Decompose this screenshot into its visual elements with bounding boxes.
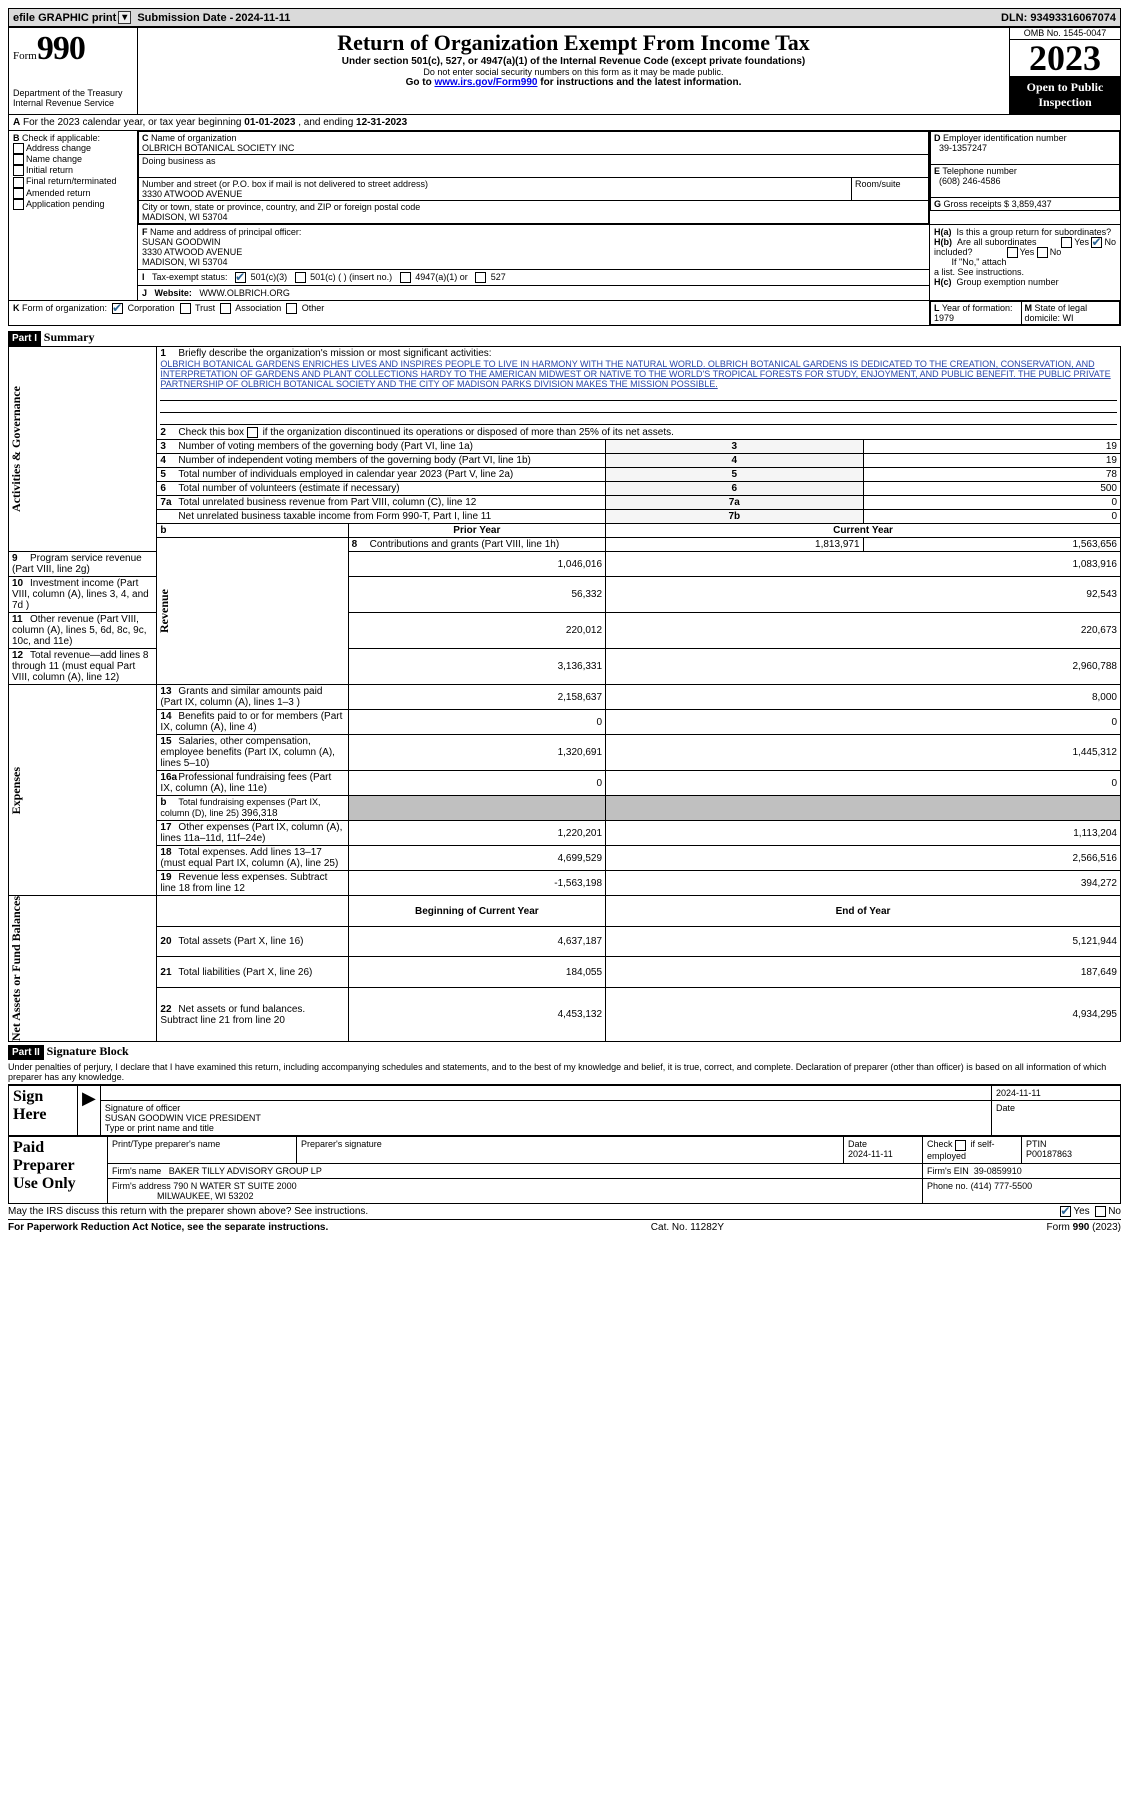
part1-hdr: Part I <box>8 331 41 346</box>
part2-hdr: Part II <box>8 1045 44 1060</box>
cb-trust[interactable] <box>180 303 191 314</box>
v-3: 19 <box>863 440 1120 454</box>
vert-exp: Expenses <box>9 767 24 814</box>
summary-table: Activities & Governance 1Briefly describ… <box>8 346 1121 1042</box>
btn-efile[interactable]: ▾ <box>118 11 131 24</box>
cb-discuss-yes[interactable] <box>1060 1206 1071 1217</box>
city: MADISON, WI 53704 <box>142 212 228 222</box>
irs: Internal Revenue Service <box>13 98 133 108</box>
cb-discontinued[interactable] <box>247 427 258 438</box>
ein: 39-1357247 <box>939 143 987 153</box>
subdate: 2024-11-11 <box>235 12 290 24</box>
cb-527[interactable] <box>475 272 486 283</box>
efile-label: efile GRAPHIC print <box>13 12 116 24</box>
cb-corp[interactable] <box>112 303 123 314</box>
open-inspection: Open to Public Inspection <box>1010 76 1120 114</box>
v-6: 500 <box>863 482 1120 496</box>
irs-link[interactable]: www.irs.gov/Form990 <box>434 77 537 88</box>
cb-4947[interactable] <box>400 272 411 283</box>
cb-self[interactable] <box>955 1140 966 1151</box>
topbar: efile GRAPHIC print ▾ Submission Date - … <box>8 8 1121 27</box>
tax-year: 2023 <box>1010 40 1120 76</box>
cat-no: Cat. No. 11282Y <box>651 1222 724 1233</box>
form-header: Form990 Department of the Treasury Inter… <box>8 27 1121 115</box>
officer-sig: SUSAN GOODWIN VICE PRESIDENT <box>105 1113 261 1123</box>
cb-501c[interactable] <box>295 272 306 283</box>
gross: 3,859,437 <box>1012 199 1052 209</box>
phone: (608) 246-4586 <box>939 176 1001 186</box>
form-990-logo: Form990 <box>13 30 133 68</box>
sign-here: Sign Here ▶ 2024-11-11 Signature of offi… <box>8 1085 1121 1136</box>
officer-name: SUSAN GOODWIN <box>142 237 221 247</box>
prep-phone: (414) 777-5500 <box>971 1181 1033 1191</box>
form-title: Return of Organization Exempt From Incom… <box>142 30 1005 56</box>
v-5: 78 <box>863 468 1120 482</box>
v-7b: 0 <box>863 510 1120 524</box>
cb-final[interactable] <box>13 177 24 188</box>
sub1: Under section 501(c), 527, or 4947(a)(1)… <box>142 56 1005 67</box>
mission: OLBRICH BOTANICAL GARDENS ENRICHES LIVES… <box>160 359 1117 389</box>
irs-discuss: May the IRS discuss this return with the… <box>8 1204 1121 1220</box>
ptin: P00187863 <box>1026 1149 1072 1159</box>
firm: BAKER TILLY ADVISORY GROUP LP <box>169 1166 322 1176</box>
cb-amended[interactable] <box>13 188 24 199</box>
pra: For Paperwork Reduction Act Notice, see … <box>8 1222 328 1233</box>
b-label: Check if applicable: <box>22 133 100 143</box>
street: 3330 ATWOOD AVENUE <box>142 189 242 199</box>
cb-ha-yes[interactable] <box>1061 237 1072 248</box>
dln: DLN: 93493316067074 <box>1001 12 1116 24</box>
arrow-icon: ▶ <box>78 1086 101 1136</box>
dept: Department of the Treasury <box>13 88 133 98</box>
cb-name[interactable] <box>13 154 24 165</box>
cb-initial[interactable] <box>13 165 24 176</box>
sub3: Go to www.irs.gov/Form990 for instructio… <box>142 77 1005 88</box>
org-name: OLBRICH BOTANICAL SOCIETY INC <box>142 143 294 153</box>
cb-discuss-no[interactable] <box>1095 1206 1106 1217</box>
vert-rev: Revenue <box>157 589 172 633</box>
website: WWW.OLBRICH.ORG <box>199 288 290 298</box>
cb-assoc[interactable] <box>220 303 231 314</box>
cb-address[interactable] <box>13 143 24 154</box>
sub2: Do not enter social security numbers on … <box>142 67 1005 77</box>
v-4: 19 <box>863 454 1120 468</box>
entity-info: A For the 2023 calendar year, or tax yea… <box>8 115 1121 326</box>
cb-hb-no[interactable] <box>1037 247 1048 258</box>
vert-gov: Activities & Governance <box>9 386 24 512</box>
cb-501c3[interactable] <box>235 272 246 283</box>
firm-ein: 39-0859910 <box>974 1166 1022 1176</box>
paid-preparer: Paid Preparer Use Only Print/Type prepar… <box>8 1136 1121 1203</box>
cb-other[interactable] <box>286 303 297 314</box>
form-footer: Form 990 (2023) <box>1047 1222 1121 1233</box>
subdate-label: Submission Date - <box>137 12 233 24</box>
vert-net: Net Assets or Fund Balances <box>9 896 24 1041</box>
cb-pending[interactable] <box>13 199 24 210</box>
cb-hb-yes[interactable] <box>1007 247 1018 258</box>
cb-ha-no[interactable] <box>1091 237 1102 248</box>
penalties: Under penalties of perjury, I declare th… <box>8 1060 1121 1085</box>
v-7a: 0 <box>863 496 1120 510</box>
